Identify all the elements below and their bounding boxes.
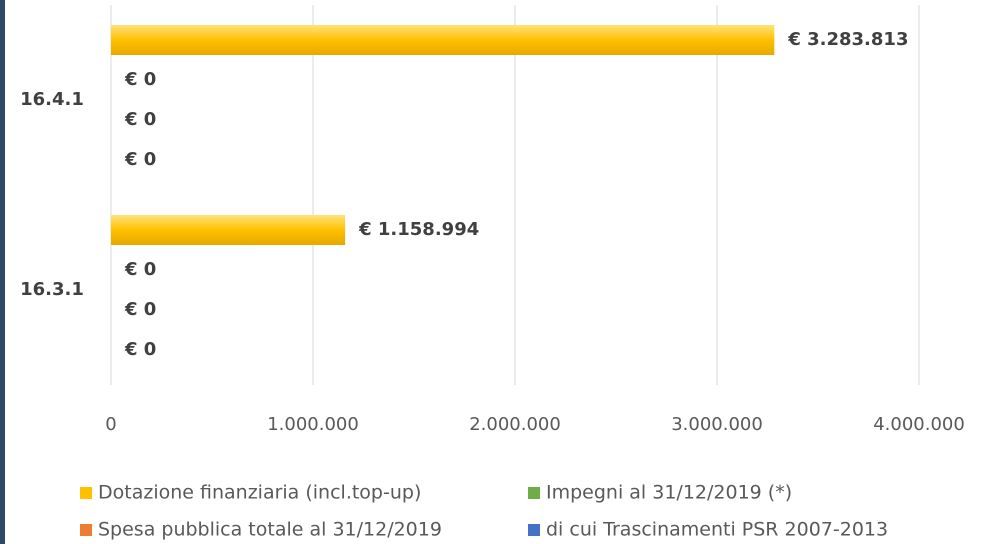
x-tick-label: 0 xyxy=(105,414,116,435)
x-tick-label: 1.000.000 xyxy=(267,414,359,435)
value-label: € 1.158.994 xyxy=(358,219,479,240)
legend-label: di cui Trascinamenti PSR 2007-2013 xyxy=(546,519,888,541)
bar xyxy=(111,25,775,55)
category-label: 16.4.1 xyxy=(20,89,84,110)
x-tick-label: 4.000.000 xyxy=(873,414,965,435)
value-label: € 0 xyxy=(124,149,156,170)
value-label: € 0 xyxy=(124,339,156,360)
side-strip xyxy=(0,0,5,544)
legend-label: Dotazione finanziaria (incl.top-up) xyxy=(98,482,421,504)
legend-swatch xyxy=(80,524,92,536)
value-label: € 0 xyxy=(124,69,156,90)
value-label: € 0 xyxy=(124,109,156,130)
legend-swatch xyxy=(528,524,540,536)
legend-swatch xyxy=(528,487,540,499)
value-label: € 0 xyxy=(124,259,156,280)
x-tick-label: 3.000.000 xyxy=(671,414,763,435)
legend-label: Impegni al 31/12/2019 (*) xyxy=(546,482,792,504)
legend-swatch xyxy=(80,487,92,499)
value-label: € 0 xyxy=(124,299,156,320)
category-label: 16.3.1 xyxy=(20,279,84,300)
bar xyxy=(111,215,346,245)
value-label: € 3.283.813 xyxy=(787,29,908,50)
x-tick-label: 2.000.000 xyxy=(469,414,561,435)
legend-label: Spesa pubblica totale al 31/12/2019 xyxy=(98,519,442,541)
